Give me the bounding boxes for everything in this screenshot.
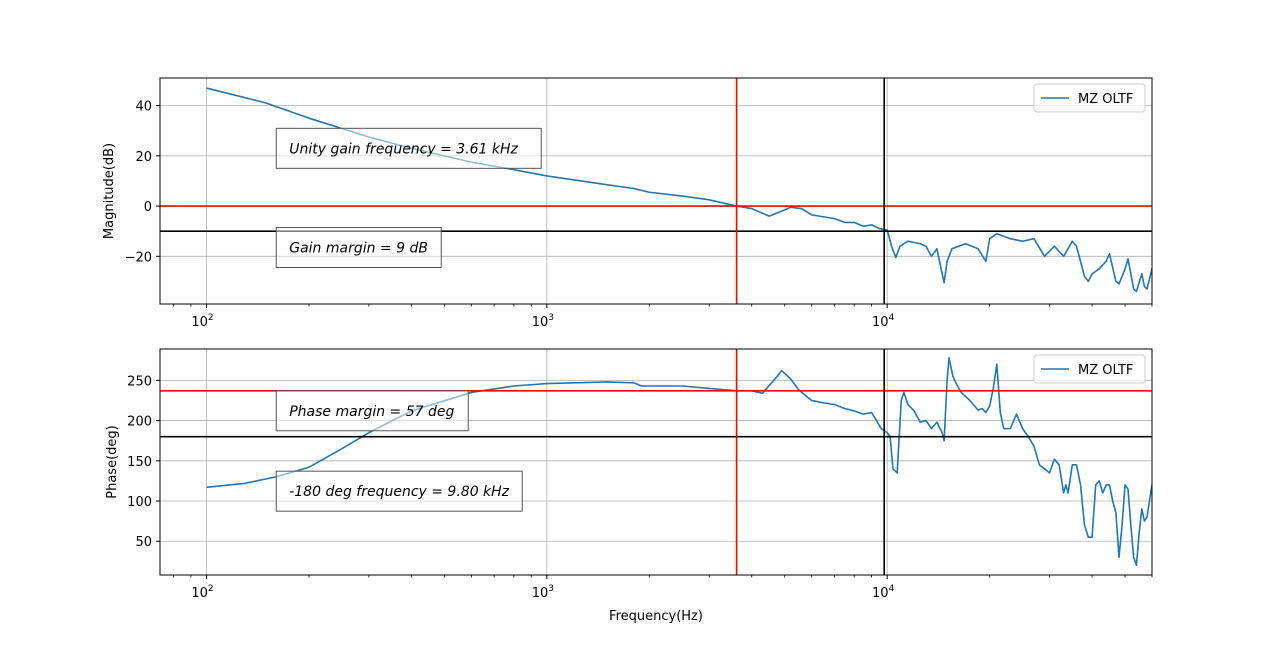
axes-frame [159, 348, 1153, 576]
legend: MZ OLTF [1033, 83, 1146, 113]
y-tick-label: 50 [135, 535, 152, 550]
annotation-text: Phase margin = 57 deg [289, 404, 454, 420]
legend-frame [1033, 354, 1146, 384]
axes-frame [159, 77, 1153, 305]
x-tick-label: 103 [532, 584, 554, 601]
annotation-box: Phase margin = 57 deg [275, 390, 469, 432]
annotation-text: Gain margin = 9 dB [289, 241, 428, 257]
annotation-text: -180 deg frequency = 9.80 kHz [289, 484, 509, 500]
y-tick-label: 0 [144, 200, 152, 215]
annotation-frame [275, 470, 523, 512]
legend-label: MZ OLTF [1078, 92, 1133, 107]
x-tick-label: 102 [191, 584, 213, 601]
legend: MZ OLTF [1033, 354, 1146, 384]
y-tick-label: 150 [127, 455, 152, 470]
annotation-box: Gain margin = 9 dB [275, 227, 442, 269]
phase-panel: Phase margin = 57 deg -180 deg frequency … [127, 348, 1153, 601]
y-tick-label: 100 [127, 495, 152, 510]
x-tick-label: 102 [191, 313, 213, 330]
annotation-frame [275, 127, 542, 169]
x-tick-label: 104 [872, 313, 895, 330]
magnitude-panel: Unity gain frequency = 3.61 kHz Gain marg… [125, 77, 1153, 330]
y-tick-label: 20 [135, 150, 152, 165]
frequency-xlabel: Frequency(Hz) [609, 609, 703, 624]
y-tick-label: 200 [127, 415, 152, 430]
magnitude-ylabel: Magnitude(dB) [102, 143, 117, 239]
annotation-text: Unity gain frequency = 3.61 kHz [289, 141, 518, 157]
x-tick-label: 103 [532, 313, 554, 330]
series-line-mz-oltf [206, 87, 1152, 293]
annotation-box: Unity gain frequency = 3.61 kHz [275, 127, 542, 169]
annotation-box: -180 deg frequency = 9.80 kHz [275, 470, 523, 512]
annotation-frame [275, 227, 442, 269]
legend-label: MZ OLTF [1078, 363, 1133, 378]
phase-ylabel: Phase(deg) [105, 425, 120, 498]
y-tick-label: 40 [135, 100, 152, 115]
y-tick-label: 250 [127, 374, 152, 389]
y-tick-label: −20 [125, 250, 152, 265]
x-tick-label: 104 [872, 584, 895, 601]
legend-frame [1033, 83, 1146, 113]
annotation-frame [275, 390, 469, 432]
